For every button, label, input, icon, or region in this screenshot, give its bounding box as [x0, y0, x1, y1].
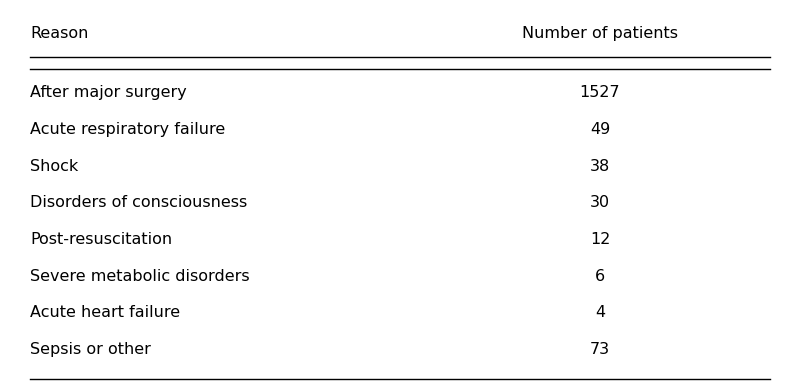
Text: Severe metabolic disorders: Severe metabolic disorders: [30, 269, 250, 284]
Text: 49: 49: [590, 122, 610, 137]
Text: 1527: 1527: [580, 85, 620, 100]
Text: 6: 6: [595, 269, 605, 284]
Text: 73: 73: [590, 342, 610, 357]
Text: Disorders of consciousness: Disorders of consciousness: [30, 195, 248, 210]
Text: Reason: Reason: [30, 26, 89, 41]
Text: Shock: Shock: [30, 159, 78, 174]
Text: Acute respiratory failure: Acute respiratory failure: [30, 122, 226, 137]
Text: 4: 4: [595, 305, 605, 320]
Text: Acute heart failure: Acute heart failure: [30, 305, 181, 320]
Text: Sepsis or other: Sepsis or other: [30, 342, 151, 357]
Text: Number of patients: Number of patients: [522, 26, 678, 41]
Text: 12: 12: [590, 232, 610, 247]
Text: Post-resuscitation: Post-resuscitation: [30, 232, 173, 247]
Text: After major surgery: After major surgery: [30, 85, 187, 100]
Text: 30: 30: [590, 195, 610, 210]
Text: 38: 38: [590, 159, 610, 174]
